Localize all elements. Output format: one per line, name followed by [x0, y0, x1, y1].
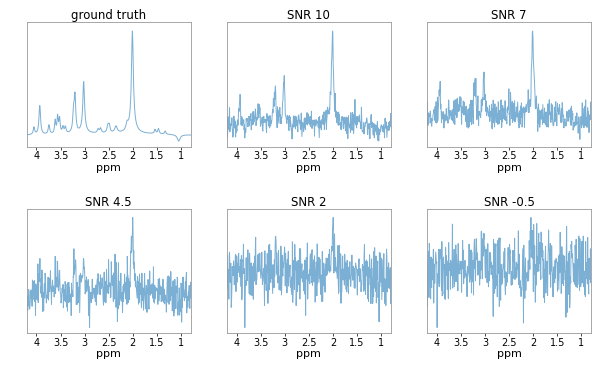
X-axis label: ppm: ppm — [497, 163, 522, 173]
Title: SNR 7: SNR 7 — [491, 9, 527, 22]
X-axis label: ppm: ppm — [96, 163, 121, 173]
X-axis label: ppm: ppm — [497, 349, 522, 359]
Title: SNR 2: SNR 2 — [291, 196, 327, 209]
Title: SNR 4.5: SNR 4.5 — [86, 196, 132, 209]
Title: SNR -0.5: SNR -0.5 — [484, 196, 535, 209]
Title: SNR 10: SNR 10 — [287, 9, 330, 22]
Title: ground truth: ground truth — [71, 9, 146, 22]
X-axis label: ppm: ppm — [296, 349, 321, 359]
X-axis label: ppm: ppm — [96, 349, 121, 359]
X-axis label: ppm: ppm — [296, 163, 321, 173]
